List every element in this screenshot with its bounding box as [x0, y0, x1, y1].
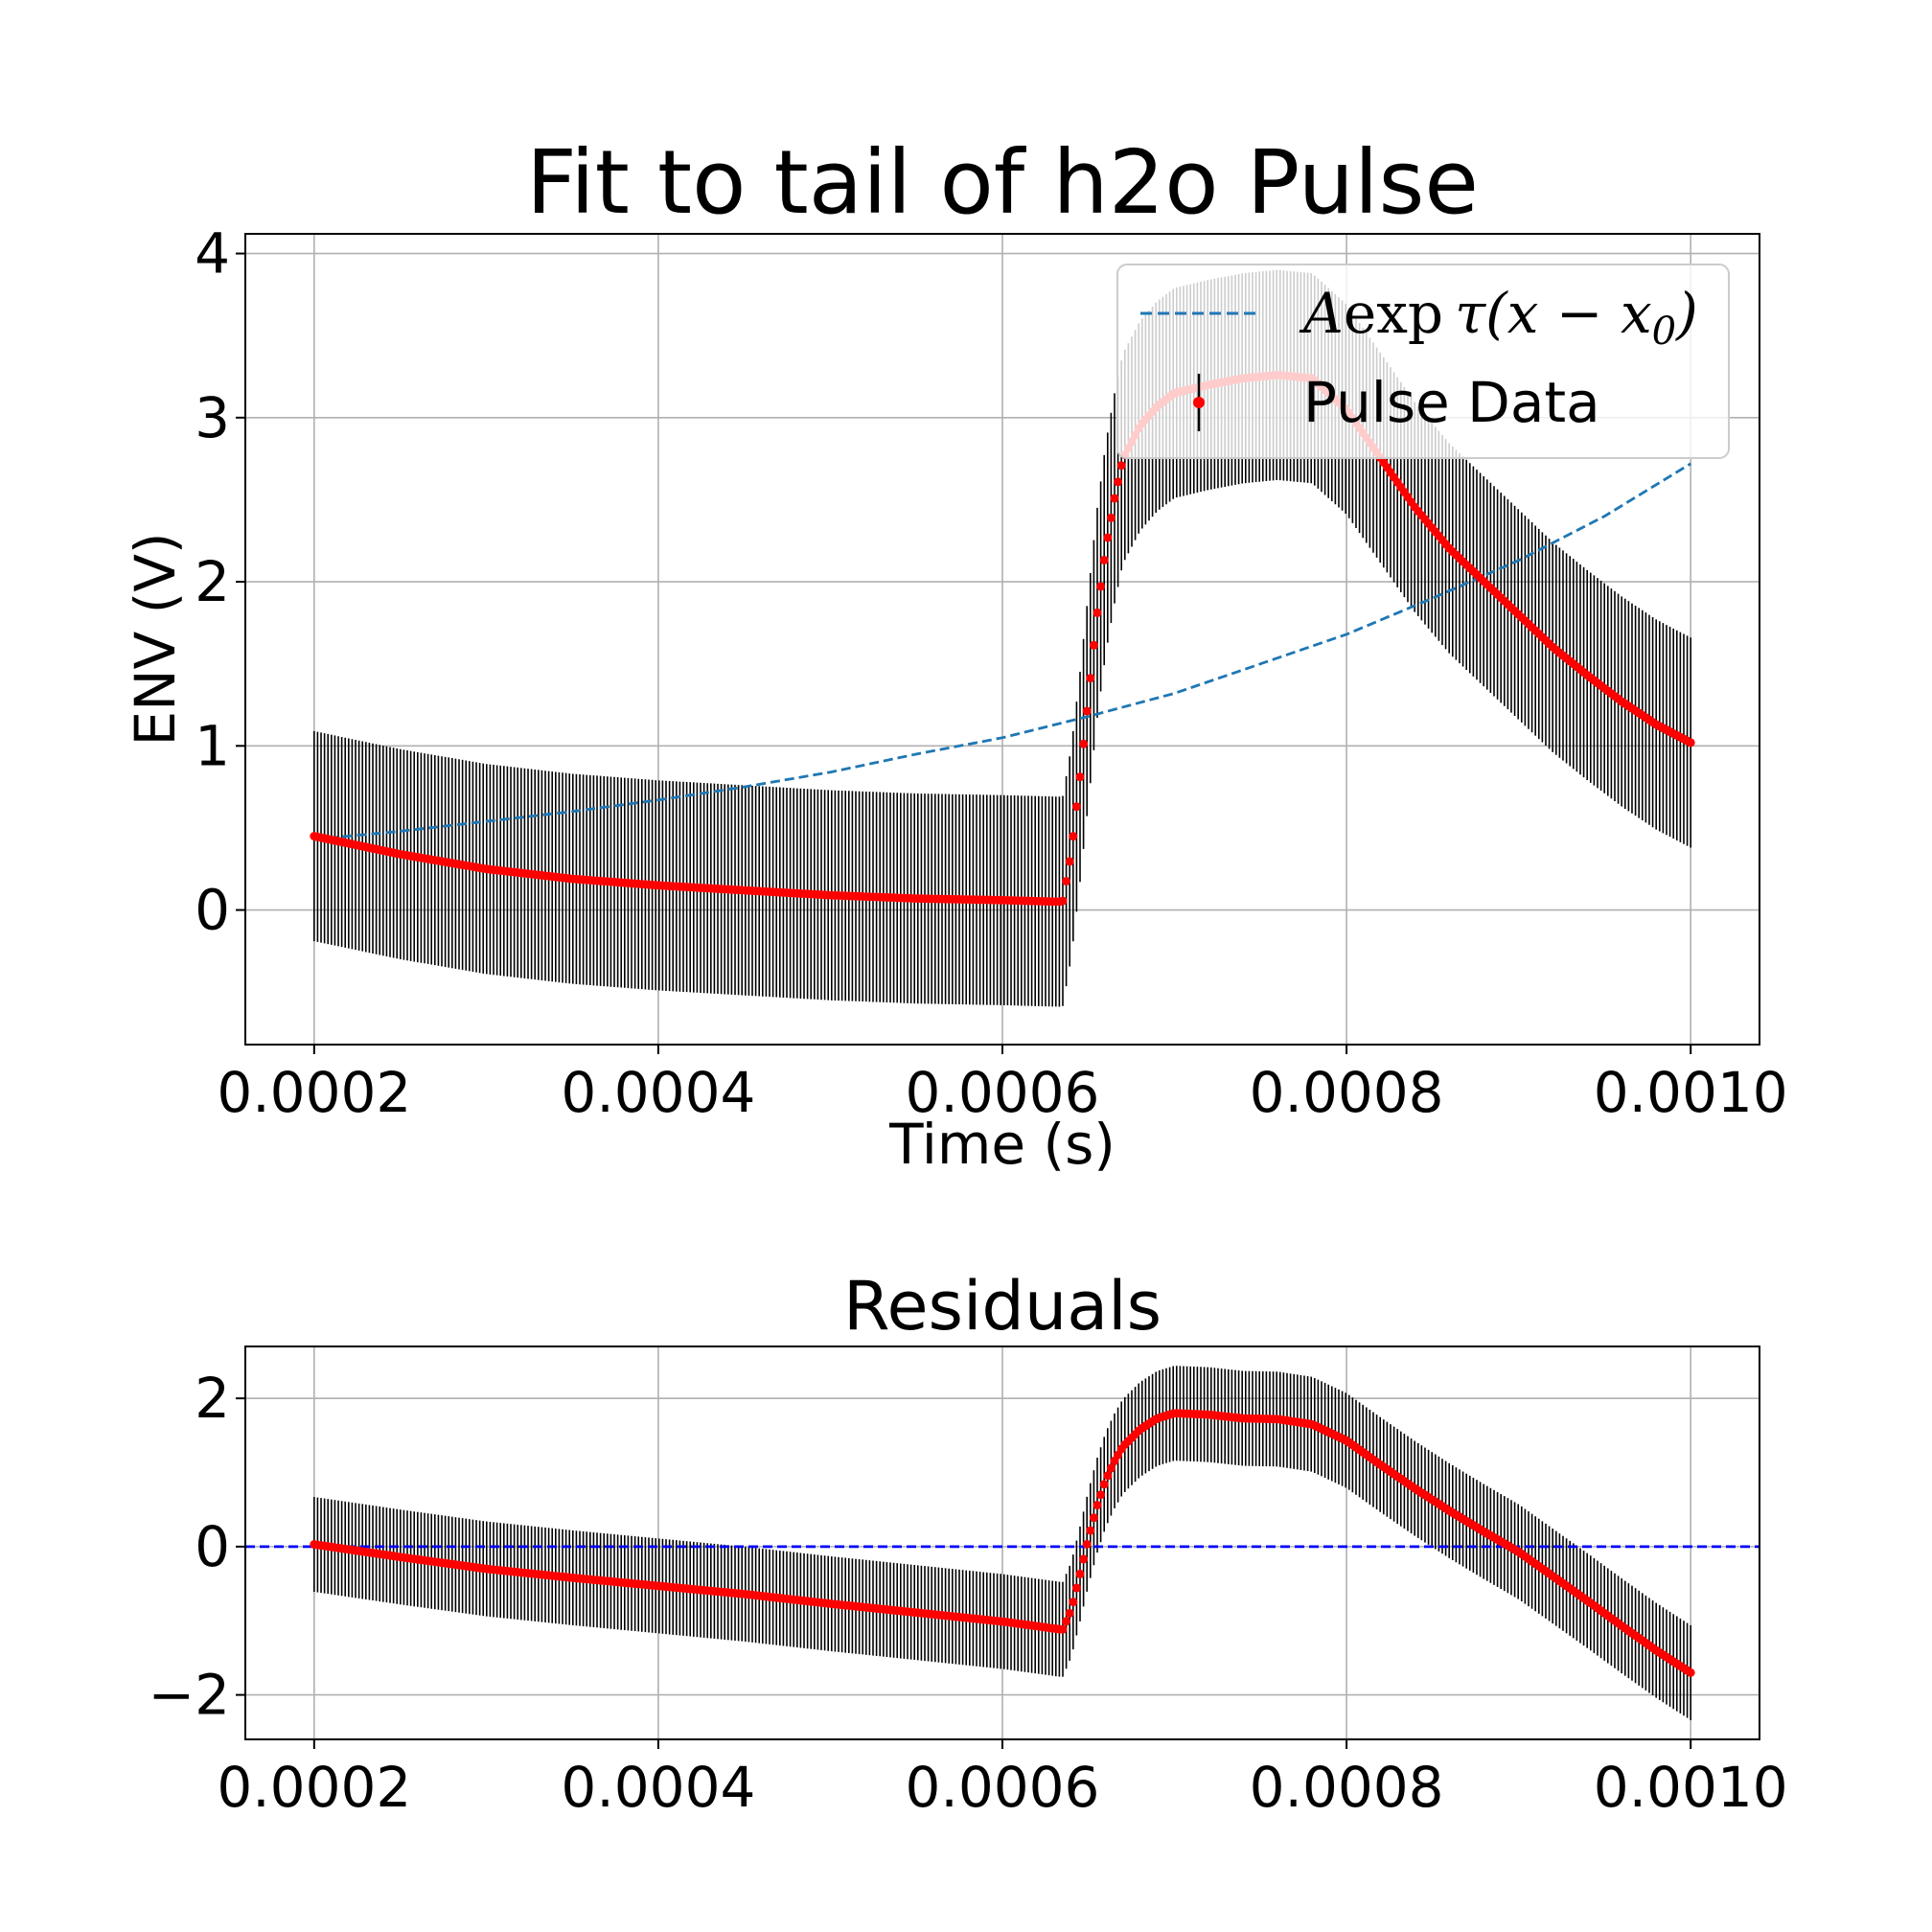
bottom-data-point [1096, 1490, 1106, 1500]
legend-data-marker [1193, 397, 1205, 408]
top-data-point [1106, 513, 1116, 522]
legend-fit-close: ) [1674, 281, 1698, 346]
top-data-point [1092, 608, 1102, 617]
bottom-y-tick-label: 0 [195, 1514, 230, 1579]
top-data-point [1686, 738, 1695, 748]
top-data-point [1069, 832, 1078, 841]
bottom-x-tick-label: 0.0006 [906, 1755, 1100, 1820]
legend: Aexp τ(x − x0) Pulse Data [1116, 264, 1730, 459]
top-y-tick-label: 1 [195, 713, 230, 778]
top-x-tick-label: 0.0004 [561, 1060, 755, 1125]
bottom-data-point [1062, 1617, 1071, 1626]
bottom-x-tick-label: 0.0004 [561, 1755, 755, 1820]
bottom-data-point [1089, 1513, 1098, 1523]
bottom-y-tick-label: −2 [149, 1663, 231, 1728]
top-fit-line [313, 462, 1691, 841]
top-y-tick-label: 4 [195, 221, 230, 287]
top-x-tick-label: 0.0010 [1594, 1060, 1788, 1125]
top-data-point [1082, 706, 1092, 716]
top-x-axis-label: Time (s) [888, 1112, 1116, 1177]
top-data-point [1114, 477, 1123, 487]
bottom-data-point [1106, 1463, 1116, 1473]
top-x-tick-label: 0.0006 [906, 1060, 1100, 1125]
bottom-data-point [1069, 1598, 1078, 1607]
bottom-data-point [1065, 1608, 1074, 1618]
bottom-data-point [1058, 1624, 1068, 1634]
bottom-x-tick-label: 0.0010 [1594, 1755, 1788, 1820]
bottom-x-tick-label: 0.0002 [217, 1755, 411, 1820]
bottom-data-point [1686, 1668, 1695, 1677]
legend-fit-amp: A [1299, 281, 1344, 346]
top-data-point [1075, 772, 1085, 782]
top-data-point [1116, 461, 1126, 471]
top-y-ticks: 0 1 2 3 4 [195, 221, 245, 943]
bottom-data-point [1103, 1471, 1113, 1481]
bottom-data-point [1079, 1554, 1089, 1564]
main-title: Fit to tail of h2o Pulse [526, 131, 1479, 234]
top-y-tick-label: 2 [195, 549, 230, 614]
bottom-y-ticks: −2 0 2 [149, 1366, 245, 1728]
top-data-points [310, 370, 1695, 907]
legend-box [1116, 264, 1730, 459]
bottom-data-point [1099, 1480, 1109, 1489]
bottom-y-tick-label: 2 [195, 1366, 230, 1431]
residuals-title: Residuals [843, 1267, 1162, 1346]
bottom-data-points [310, 1409, 1695, 1677]
top-data-point [1103, 533, 1113, 542]
top-dashed-series [313, 462, 1691, 841]
bottom-x-ticks: 0.0002 0.0004 0.0006 0.0008 0.0010 [217, 1739, 1788, 1820]
legend-data-label: Pulse Data [1303, 370, 1600, 435]
bottom-x-tick-label: 0.0008 [1250, 1755, 1444, 1820]
bottom-data-point [1092, 1501, 1102, 1510]
legend-fit-label: Aexp τ(x − x0) [1299, 281, 1698, 354]
legend-fit-sub: 0 [1652, 310, 1676, 354]
legend-fit-exp: exp [1344, 281, 1443, 346]
top-data-point [1099, 555, 1109, 564]
top-x-ticks: 0.0002 0.0004 0.0006 0.0008 0.0010 [217, 1045, 1788, 1125]
top-data-point [1065, 857, 1074, 866]
top-y-axis-label: ENV (V) [123, 532, 188, 746]
bottom-data-point [1071, 1583, 1081, 1593]
top-data-point [1096, 582, 1106, 591]
top-data-point [1071, 802, 1081, 812]
top-y-tick-label: 3 [195, 385, 230, 450]
top-data-point [1079, 739, 1089, 748]
bottom-data-point [1075, 1569, 1085, 1578]
top-y-tick-label: 0 [195, 878, 230, 943]
top-x-tick-label: 0.0008 [1250, 1060, 1444, 1125]
bottom-data-point [1086, 1526, 1095, 1535]
bottom-data-point [1082, 1539, 1092, 1549]
top-data-point [1089, 640, 1098, 650]
top-data-point [1062, 877, 1071, 886]
top-data-point [1086, 674, 1095, 683]
legend-fit-arg: τ(x − x [1455, 281, 1652, 346]
top-x-tick-label: 0.0002 [217, 1060, 411, 1125]
top-data-point [1110, 494, 1119, 503]
top-gridlines [245, 234, 1760, 1045]
top-data-point [1058, 896, 1068, 906]
